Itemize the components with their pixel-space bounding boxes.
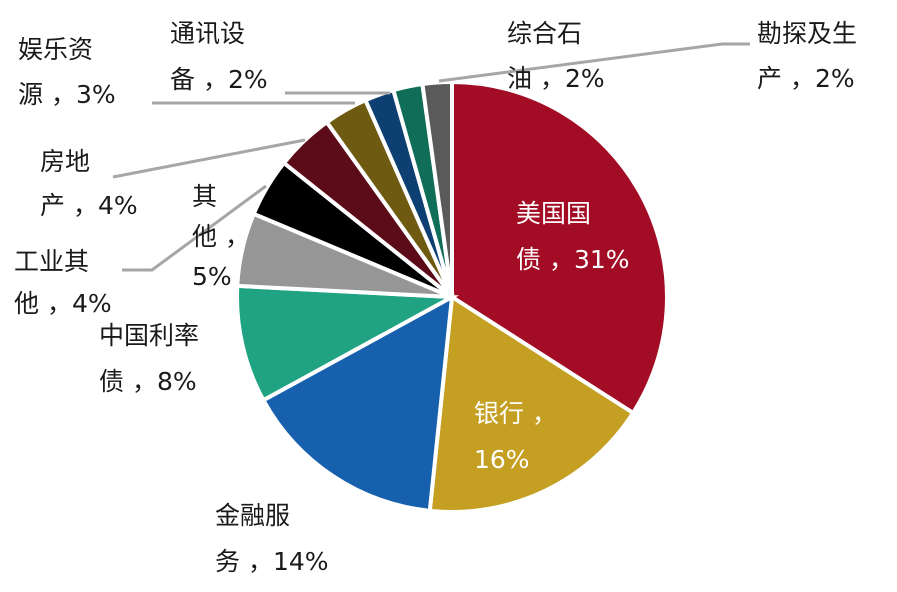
slice-label-9: 综合石油 ，2% bbox=[507, 19, 605, 93]
slice-label-line: 银行 ， bbox=[474, 399, 557, 428]
slice-label-line: 勘探及生 bbox=[757, 19, 857, 48]
slice-label-line: 工业其 bbox=[14, 247, 89, 276]
slice-label-line: 房地 bbox=[40, 147, 90, 176]
pie-slices bbox=[235, 79, 669, 514]
slice-label-line: 油 ，2% bbox=[507, 64, 605, 93]
slice-label-1: 银行 ， 16% bbox=[474, 399, 557, 474]
slice-label-line: 产 ，4% bbox=[40, 191, 138, 220]
slice-label-line: 娱乐资 bbox=[18, 35, 93, 64]
slice-label-line: 产 ，2% bbox=[757, 64, 855, 93]
slice-label-3: 中国利率债 ，8% bbox=[99, 321, 199, 396]
pie-slice-10 bbox=[420, 79, 454, 298]
slice-label-10: 勘探及生产 ，2% bbox=[757, 19, 857, 93]
slice-label-5: 工业其他 ，4% bbox=[14, 247, 112, 318]
slice-label-7: 娱乐资源 ，3% bbox=[18, 35, 116, 109]
slice-label-line: 16% bbox=[474, 445, 530, 474]
slice-label-line: 综合石 bbox=[507, 19, 582, 48]
slice-label-line: 他 ，4% bbox=[14, 289, 112, 318]
slice-label-line: 债 ，31% bbox=[516, 245, 630, 274]
slice-label-line: 其 bbox=[192, 182, 217, 211]
slice-label-line: 备 ，2% bbox=[170, 65, 268, 94]
slice-labels: 美国国债 ，31% 银行 ， 16% 金融服务 ，14% 中国利率债 ，8% 其他 ， 5%… bbox=[14, 19, 857, 576]
slice-label-line: 金融服 bbox=[215, 501, 290, 530]
pie-slice-3 bbox=[235, 283, 460, 403]
leader-lines bbox=[112, 42, 750, 272]
slice-label-0: 美国国债 ，31% bbox=[516, 199, 630, 274]
leader-line-exploration bbox=[438, 42, 750, 83]
leader-line-real-estate bbox=[112, 138, 306, 179]
leader-line-industrial bbox=[122, 184, 267, 272]
slice-label-line: 通讯设 bbox=[170, 19, 245, 48]
slice-label-8: 通讯设备 ，2% bbox=[170, 19, 268, 94]
slice-label-line: 债 ，8% bbox=[99, 367, 197, 396]
slice-label-line: 中国利率 bbox=[99, 321, 199, 350]
slice-label-line: 源 ，3% bbox=[18, 80, 116, 109]
slice-label-4: 其他 ， 5% bbox=[192, 182, 250, 291]
slice-label-line: 务 ，14% bbox=[215, 547, 329, 576]
pie-slice-2 bbox=[260, 293, 455, 514]
slice-label-2: 金融服务 ，14% bbox=[215, 501, 329, 576]
slice-label-6: 房地产 ，4% bbox=[40, 147, 138, 220]
pie-slice-1 bbox=[427, 293, 636, 514]
slice-label-line: 美国国 bbox=[516, 199, 591, 228]
slice-label-line: 5% bbox=[192, 262, 232, 291]
slice-label-line: 他 ， bbox=[192, 222, 250, 251]
